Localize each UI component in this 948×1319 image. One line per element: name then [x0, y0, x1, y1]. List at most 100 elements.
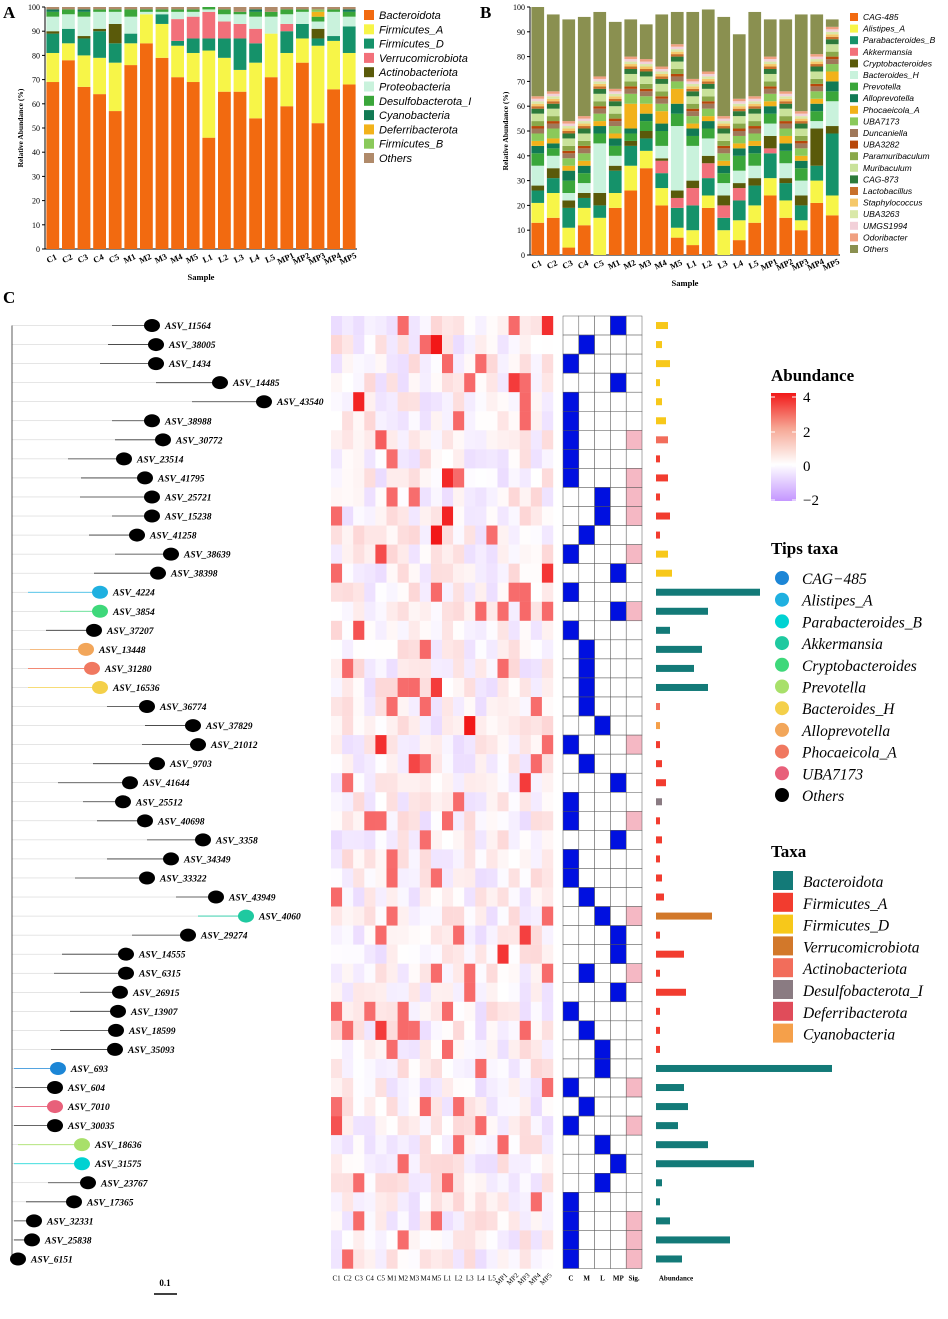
- heatmap-column-label: C2: [344, 1275, 353, 1283]
- heatmap-cell: [375, 906, 387, 926]
- bar-segment: [825, 29, 839, 32]
- bar-segment: [171, 40, 184, 46]
- heatmap-cell: [408, 1001, 420, 1022]
- heatmap-cell: [541, 1020, 554, 1041]
- heatmap-cell: [397, 792, 409, 812]
- heatmap-cell: [342, 677, 354, 698]
- heatmap-cell: [519, 1249, 531, 1269]
- bar-segment: [670, 73, 684, 77]
- heatmap-cell: [430, 773, 443, 793]
- group-matrix-cell: [625, 468, 643, 488]
- tree-tip-label: ASV_14555: [138, 951, 186, 961]
- bar-segment: [546, 193, 560, 218]
- abundance-bar: [656, 398, 662, 406]
- bar-segment: [531, 98, 545, 102]
- heatmap-cell: [508, 944, 520, 964]
- bar-segment: [577, 121, 591, 124]
- heatmap-cell: [353, 430, 365, 450]
- bar-segment: [46, 33, 60, 53]
- group-matrix-cell: [625, 887, 643, 907]
- heatmap-cell: [497, 1116, 509, 1136]
- heatmap-cell: [453, 1173, 465, 1193]
- heatmap-cell: [364, 1192, 376, 1212]
- tips-legend-marker: [775, 571, 789, 585]
- bar-segment: [748, 98, 762, 102]
- group-matrix-cell: [578, 887, 595, 907]
- group-matrix-cell: [610, 582, 627, 603]
- heatmap-cell: [475, 544, 487, 564]
- heatmap-cell: [353, 392, 365, 412]
- heatmap-cell: [331, 525, 343, 545]
- legend-swatch: [850, 13, 858, 21]
- group-matrix-cell: [610, 315, 627, 336]
- bar-segment: [608, 207, 622, 255]
- heatmap-cell: [541, 525, 554, 545]
- bar-segment: [732, 148, 746, 156]
- group-matrix-cell: [562, 1173, 580, 1193]
- heatmap-cell: [442, 525, 454, 545]
- heatmap-cell: [364, 430, 376, 450]
- heatmap-cell: [353, 658, 365, 679]
- heatmap-cell: [408, 601, 420, 621]
- bar-segment: [763, 61, 777, 65]
- heatmap-cell: [397, 373, 409, 393]
- bar-segment: [717, 145, 731, 149]
- bar-segment: [311, 11, 325, 17]
- heatmap-cell: [464, 868, 476, 888]
- heatmap-cell: [486, 1001, 498, 1022]
- tree-tip-label: ASV_32331: [46, 1217, 93, 1227]
- heatmap-cell: [364, 868, 376, 888]
- group-matrix-cell: [610, 563, 627, 583]
- heatmap-cell: [442, 754, 454, 774]
- bar-segment: [670, 81, 684, 89]
- heatmap-cell: [486, 449, 498, 469]
- heatmap-cell: [464, 1135, 476, 1155]
- heatmap-cell: [486, 1058, 498, 1079]
- heatmap-cell: [375, 982, 387, 1002]
- group-matrix-cell: [562, 1153, 580, 1174]
- tree-tip-marker: [148, 338, 164, 352]
- heatmap-cell: [331, 906, 343, 926]
- heatmap-cell: [397, 449, 409, 469]
- heatmap-cell: [430, 316, 443, 336]
- bar-segment: [825, 56, 839, 60]
- heatmap-cell: [419, 468, 432, 488]
- heatmap-cell: [353, 982, 365, 1002]
- heatmap-cell: [453, 639, 465, 660]
- bar-segment: [608, 21, 622, 89]
- bar-segment: [327, 36, 340, 41]
- heatmap-cell: [519, 925, 531, 945]
- heatmap-cell: [408, 811, 420, 831]
- heatmap-cell: [430, 392, 443, 412]
- heatmap-cell: [464, 373, 476, 393]
- bar-segment: [171, 11, 184, 20]
- heatmap-cell: [519, 449, 531, 469]
- abundance-bar: [656, 607, 708, 615]
- bar-segment: [77, 7, 91, 10]
- group-matrix-cell: [578, 677, 595, 698]
- heatmap-cell: [442, 735, 454, 755]
- tree-tip-marker: [148, 357, 164, 371]
- heatmap-cell: [375, 316, 387, 336]
- bar-segment: [577, 126, 591, 129]
- heatmap-cell: [453, 716, 465, 736]
- bar-segment: [327, 89, 340, 249]
- heatmap-cell: [530, 925, 543, 945]
- heatmap-cell: [486, 430, 498, 450]
- heatmap-cell: [519, 525, 531, 545]
- group-matrix-cell: [578, 525, 595, 545]
- heatmap-cell: [430, 449, 443, 469]
- heatmap-cell: [375, 620, 387, 641]
- bar-segment: [810, 121, 824, 129]
- bar-segment: [233, 7, 247, 12]
- heatmap-cell: [530, 1135, 543, 1155]
- heatmap-cell: [386, 487, 398, 507]
- tree-tip-label: ASV_35093: [127, 1046, 175, 1056]
- heatmap-cell: [530, 830, 543, 850]
- heatmap-cell: [519, 677, 531, 698]
- heatmap-cell: [486, 735, 498, 755]
- bar-segment: [670, 56, 684, 62]
- heatmap-cell: [508, 601, 520, 621]
- heatmap-cell: [453, 430, 465, 450]
- heatmap-cell: [419, 849, 432, 869]
